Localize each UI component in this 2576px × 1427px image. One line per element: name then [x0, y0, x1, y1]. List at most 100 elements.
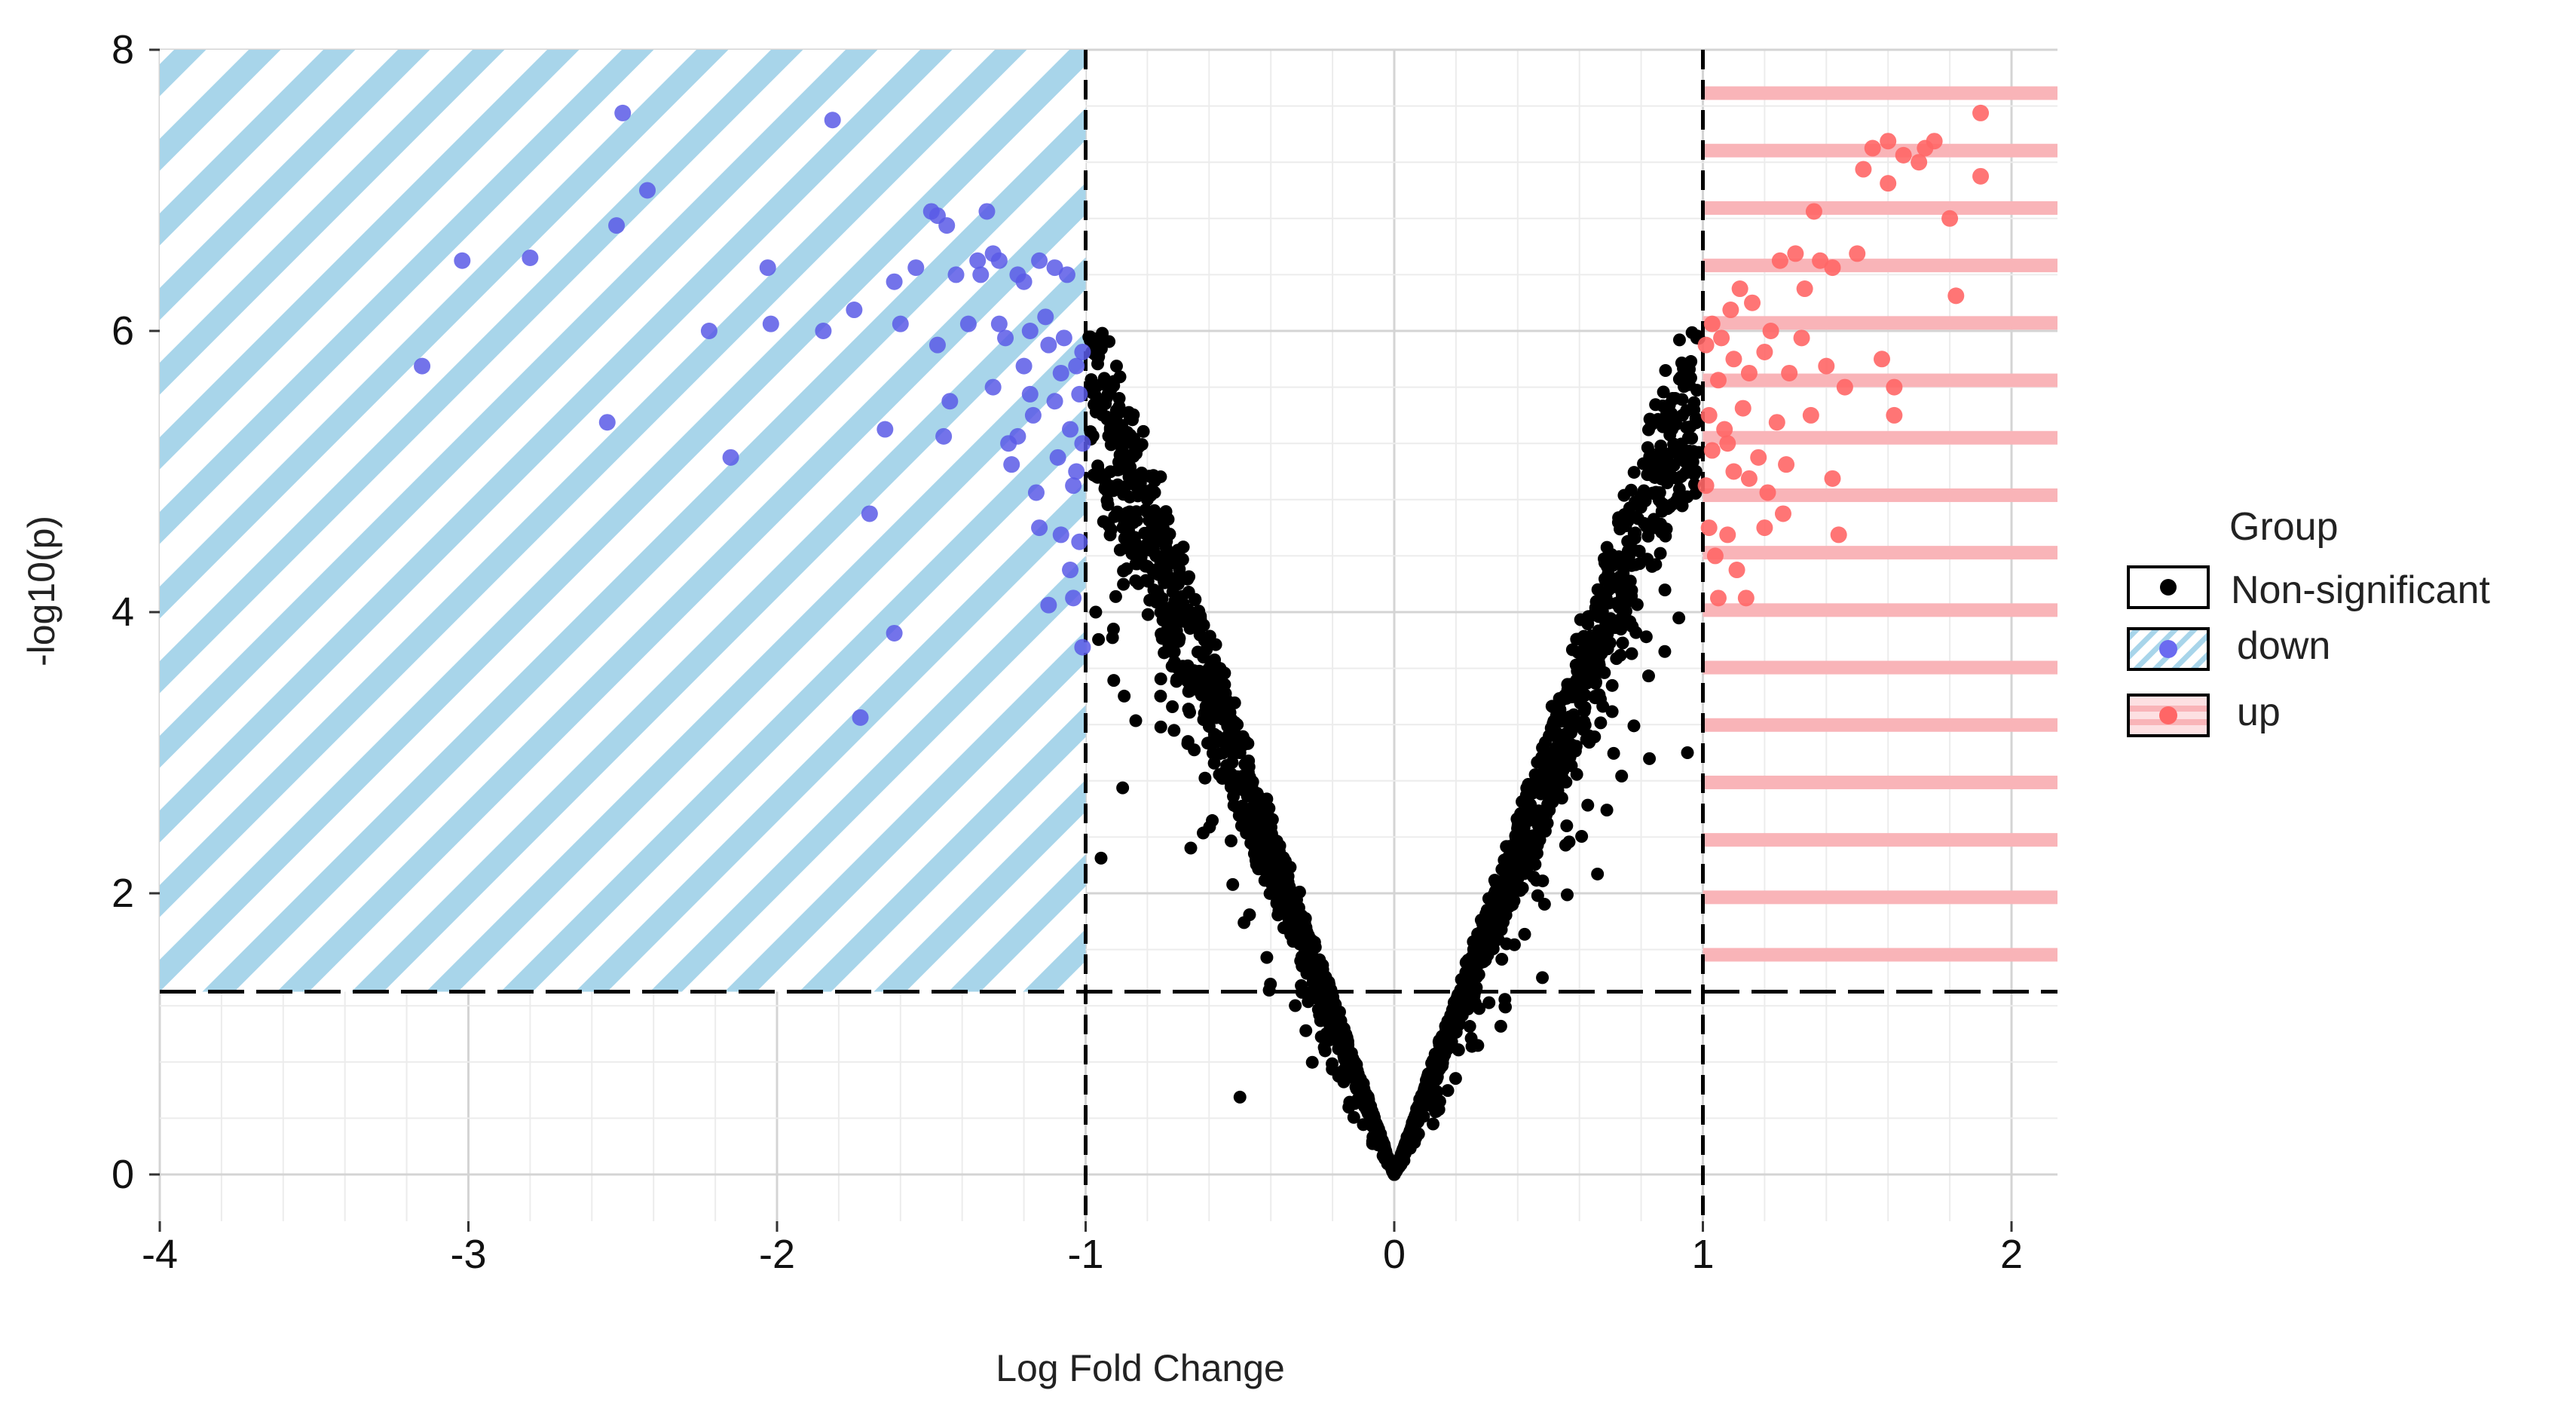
point-non-significant [1689, 412, 1703, 425]
point-non-significant [1649, 398, 1663, 412]
point-non-significant [1228, 716, 1242, 730]
point-non-significant [1681, 746, 1694, 759]
point-non-significant [1441, 1084, 1455, 1098]
point-up [1731, 280, 1748, 298]
point-non-significant [1424, 1066, 1438, 1079]
point-down [1046, 393, 1063, 410]
point-non-significant [1449, 999, 1463, 1012]
point-non-significant [1655, 472, 1669, 485]
point-non-significant [1121, 426, 1134, 439]
point-down [1027, 484, 1045, 501]
up-region-stripe [1703, 259, 2057, 273]
point-non-significant [1639, 519, 1653, 533]
point-non-significant [1539, 787, 1553, 801]
point-non-significant [1168, 594, 1182, 608]
point-non-significant [1108, 510, 1121, 523]
point-down [1021, 323, 1039, 339]
point-non-significant [1154, 720, 1167, 733]
point-non-significant [1167, 724, 1181, 737]
point-non-significant [1536, 971, 1550, 985]
point-down [877, 421, 894, 438]
point-non-significant [1109, 360, 1123, 373]
point-non-significant [1531, 889, 1544, 902]
point-non-significant [1627, 466, 1641, 479]
point-non-significant [1654, 439, 1668, 453]
point-non-significant [1183, 706, 1197, 719]
point-non-significant [1641, 529, 1655, 543]
point-non-significant [1649, 558, 1663, 571]
point-non-significant [1604, 612, 1617, 626]
point-non-significant [1189, 593, 1202, 607]
point-non-significant [1397, 1139, 1411, 1153]
point-non-significant [1659, 364, 1672, 378]
up-region-stripe [1703, 488, 2057, 502]
point-non-significant [1137, 424, 1150, 438]
point-down [1052, 526, 1069, 544]
point-non-significant [1406, 1120, 1419, 1134]
point-up [1972, 104, 1990, 121]
point-non-significant [1568, 744, 1582, 758]
x-tick-label: 1 [1691, 1232, 1714, 1277]
point-non-significant [1559, 776, 1573, 789]
point-non-significant [1641, 468, 1654, 482]
point-non-significant [1480, 914, 1494, 928]
point-non-significant [1243, 908, 1256, 921]
point-non-significant [1672, 372, 1686, 386]
point-non-significant [1605, 705, 1619, 718]
point-down [886, 273, 903, 290]
point-up [1972, 167, 1990, 185]
point-down [997, 329, 1014, 347]
point-up [1793, 329, 1810, 347]
point-down [1046, 259, 1063, 277]
point-non-significant [1612, 550, 1626, 564]
point-down [978, 203, 996, 220]
point-non-significant [1176, 540, 1190, 554]
point-non-significant [1125, 544, 1139, 557]
point-up [1740, 470, 1758, 487]
point-non-significant [1085, 386, 1099, 400]
point-non-significant [1107, 674, 1121, 687]
point-down [892, 315, 909, 332]
point-non-significant [1218, 678, 1231, 691]
point-non-significant [1182, 684, 1195, 698]
point-down [861, 505, 878, 522]
point-non-significant [1338, 1046, 1352, 1059]
point-non-significant [1299, 1024, 1313, 1037]
point-up [1818, 357, 1835, 375]
point-up [1781, 364, 1798, 381]
point-down [1037, 308, 1054, 326]
point-up [1706, 547, 1724, 565]
point-non-significant [1501, 870, 1515, 883]
point-non-significant [1669, 391, 1682, 405]
point-non-significant [1672, 611, 1686, 625]
point-non-significant [1166, 553, 1179, 567]
point-up [1744, 294, 1761, 311]
point-non-significant [1094, 851, 1108, 865]
point-non-significant [1659, 529, 1672, 543]
legend-title: Group [2229, 505, 2339, 549]
up-region-stripe [1703, 201, 2057, 215]
point-down [1068, 357, 1085, 375]
point-down [1015, 357, 1033, 375]
point-non-significant [1583, 633, 1596, 647]
point-down [969, 252, 987, 269]
point-down [959, 315, 977, 332]
point-non-significant [1119, 511, 1133, 525]
point-non-significant [1604, 577, 1617, 591]
point-non-significant [1258, 849, 1271, 862]
point-non-significant [1209, 638, 1222, 651]
point-up [1756, 519, 1773, 537]
point-non-significant [1265, 813, 1279, 826]
point-non-significant [1369, 1121, 1382, 1135]
up-region-stripe [1703, 948, 2057, 962]
point-non-significant [1594, 716, 1608, 730]
point-non-significant [1575, 829, 1589, 843]
point-up [1778, 456, 1795, 473]
point-up [1762, 323, 1779, 339]
legend-label-down: down [2237, 624, 2330, 668]
point-non-significant [1453, 1017, 1467, 1030]
point-non-significant [1658, 645, 1672, 658]
point-non-significant [1610, 652, 1623, 666]
point-non-significant [1551, 784, 1565, 798]
point-non-significant [1609, 596, 1623, 610]
